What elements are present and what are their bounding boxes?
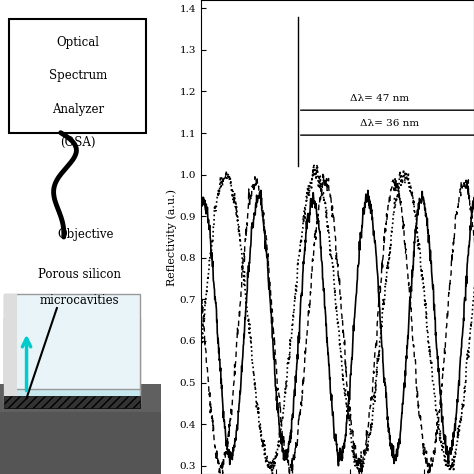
- Text: Analyzer: Analyzer: [52, 102, 104, 116]
- Text: (OSA): (OSA): [60, 136, 95, 149]
- FancyBboxPatch shape: [9, 19, 146, 133]
- Bar: [4, 318, 140, 403]
- Text: Porous silicon: Porous silicon: [38, 268, 121, 282]
- Text: Spectrum: Spectrum: [49, 69, 107, 82]
- Text: Optical: Optical: [56, 36, 99, 49]
- Bar: [4, 396, 140, 408]
- Text: microcavities: microcavities: [40, 294, 119, 308]
- Bar: [4, 294, 140, 389]
- Bar: [0, 384, 161, 412]
- Text: Objective: Objective: [57, 228, 114, 241]
- Bar: [4, 294, 17, 408]
- Y-axis label: Reflectivity (a.u.): Reflectivity (a.u.): [166, 189, 177, 285]
- Bar: [0, 398, 161, 474]
- Text: Δλ= 36 nm: Δλ= 36 nm: [360, 118, 419, 128]
- Text: Δλ= 47 nm: Δλ= 47 nm: [350, 94, 410, 103]
